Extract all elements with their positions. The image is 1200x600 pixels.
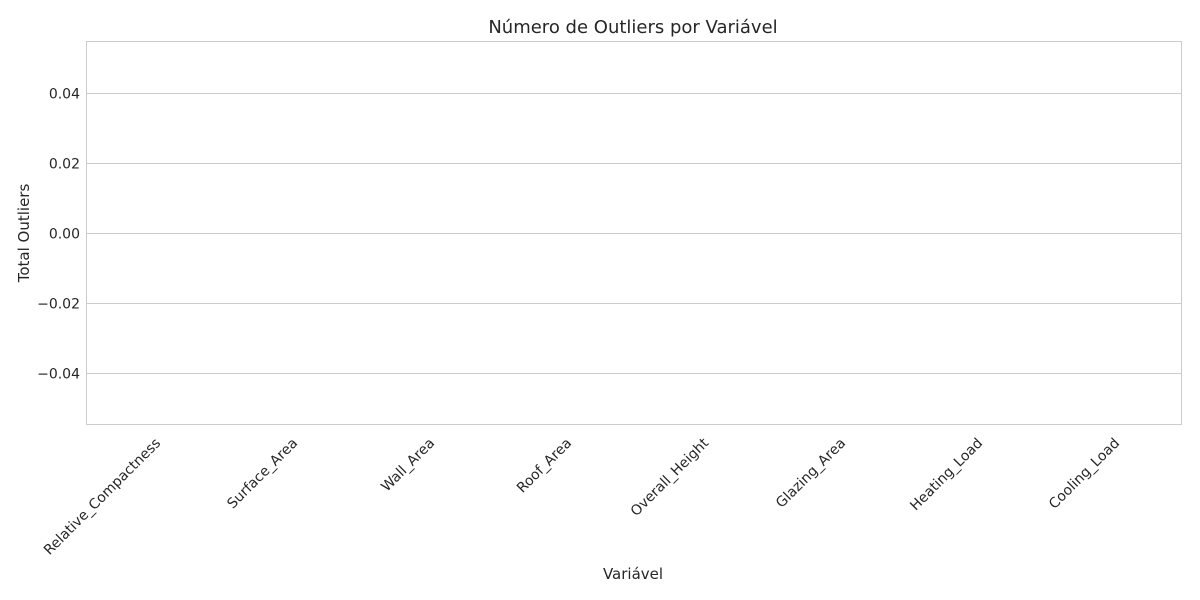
- plot-frame: [86, 41, 1182, 425]
- y-tick-label: −0.04: [37, 367, 80, 383]
- y-tick-labels: 0.04 0.02 0.00 −0.02 −0.04: [37, 87, 80, 383]
- y-tick-label: 0.00: [49, 227, 80, 243]
- y-tick-label: −0.02: [37, 297, 80, 313]
- chart-title: Número de Outliers por Variável: [488, 17, 777, 38]
- x-axis-title: Variável: [603, 565, 663, 583]
- gridlines: [86, 93, 1182, 374]
- y-tick-label: 0.04: [49, 87, 80, 103]
- y-tick-label: 0.02: [49, 157, 80, 173]
- y-axis-title: Total Outliers: [15, 184, 33, 284]
